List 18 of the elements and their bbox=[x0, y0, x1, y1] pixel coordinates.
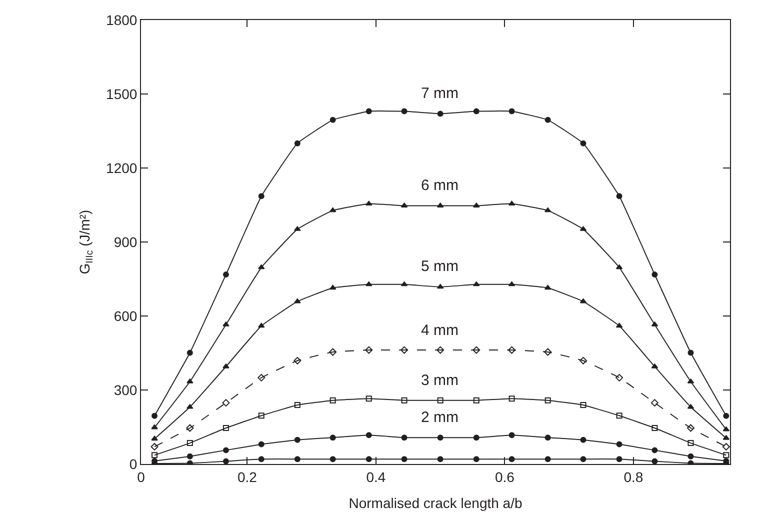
series-label: 4 mm bbox=[421, 322, 458, 339]
x-tick-label: 0.6 bbox=[494, 468, 515, 485]
x-tick-label: 0.4 bbox=[366, 468, 386, 485]
series-label: 5 mm bbox=[421, 258, 458, 275]
x-axis-title: Normalised crack length a/b bbox=[348, 495, 522, 512]
y-tick-label: 1200 bbox=[106, 160, 138, 176]
y-tick-label: 900 bbox=[114, 234, 138, 250]
series-label: 7 mm bbox=[421, 85, 458, 102]
series-label: 3 mm bbox=[421, 372, 458, 389]
series-label: 2 mm bbox=[421, 409, 458, 426]
y-tick-label: 0 bbox=[129, 456, 138, 472]
series-label: 6 mm bbox=[421, 177, 458, 194]
y-tick-label: 1500 bbox=[106, 86, 138, 102]
x-tick-label: 0.8 bbox=[624, 468, 644, 485]
y-tick-label: 300 bbox=[114, 382, 138, 398]
x-tick-label: 0.2 bbox=[237, 468, 258, 485]
y-tick-label: 1800 bbox=[106, 12, 138, 28]
y-tick-label: 600 bbox=[114, 308, 138, 324]
